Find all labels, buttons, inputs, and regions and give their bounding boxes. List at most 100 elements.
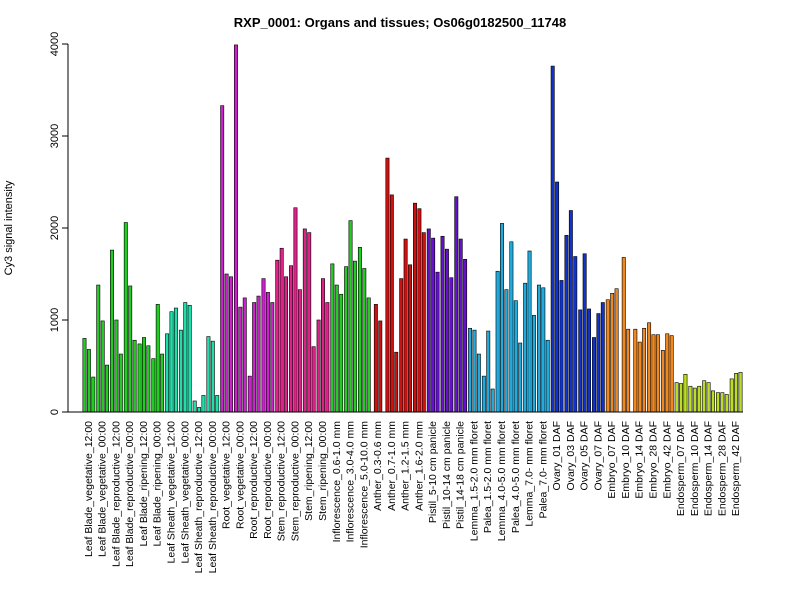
bar	[210, 340, 215, 413]
bar	[173, 307, 178, 413]
bar	[197, 407, 201, 413]
bar	[417, 208, 422, 413]
bar	[192, 400, 197, 413]
bar	[289, 265, 293, 413]
bar	[715, 392, 720, 413]
bar	[352, 260, 357, 413]
x-tick-label: Pistil_5-10 cm panicle	[427, 421, 439, 523]
bar	[655, 334, 660, 413]
y-tick-label: 1000	[49, 308, 61, 332]
bar	[114, 319, 119, 413]
bar	[142, 337, 146, 413]
bar	[486, 330, 491, 413]
bar	[468, 327, 473, 413]
bar	[724, 394, 729, 413]
x-tick-label: Root_reproductive_00:00	[262, 421, 274, 539]
bar	[490, 388, 495, 413]
bar	[399, 278, 404, 413]
bar	[330, 263, 335, 413]
bar	[472, 329, 477, 413]
x-tick-label: Anther_1.6-2.0 mm	[413, 421, 425, 511]
bar	[307, 232, 312, 413]
bar	[160, 353, 165, 413]
bar	[234, 44, 238, 413]
x-tick-label: Pistil_14-18 cm panicle	[455, 421, 467, 529]
x-tick-label: Leaf Blade_vegetative_00:00	[97, 421, 109, 557]
y-tick-label: 2000	[49, 216, 61, 240]
bar	[683, 373, 688, 413]
bar	[110, 249, 114, 413]
x-tick-label: Endosperm_28 DAF	[716, 421, 728, 516]
bar	[626, 328, 631, 413]
bar	[513, 300, 518, 413]
bar	[206, 336, 211, 413]
bar	[252, 302, 257, 413]
x-tick-label: Lemma_7.0- mm floret	[524, 421, 536, 527]
y-axis: 0 1000 2000 3000 4000	[49, 32, 69, 415]
bar	[229, 276, 233, 413]
x-tick-label: Embryo_42 DAF	[661, 421, 673, 499]
bar	[82, 338, 87, 413]
bar	[118, 353, 123, 413]
bar	[224, 273, 229, 413]
bar	[647, 322, 652, 413]
x-tick-label: Anther_0.3-0.6 mm	[372, 421, 384, 511]
bar	[444, 248, 449, 413]
bar	[504, 289, 509, 413]
bar	[555, 181, 560, 413]
bar	[373, 304, 378, 413]
x-tick-label: Leaf Blade_reproductive_00:00	[124, 421, 136, 567]
x-tick-label: Endosperm_07 DAF	[675, 421, 687, 516]
bar	[394, 351, 399, 413]
bar	[408, 264, 412, 413]
bar	[692, 387, 697, 413]
bar	[463, 258, 468, 413]
y-tick-label: 4000	[49, 32, 61, 56]
x-tick-label: Anther_1.2-1.5 mm	[400, 421, 412, 511]
bar	[242, 297, 247, 413]
x-tick-label: Endosperm_10 DAF	[689, 421, 701, 516]
bar	[311, 346, 316, 413]
x-tick-label: Anther_0.7-1.0 mm	[386, 421, 398, 511]
bar	[284, 276, 289, 413]
bar	[440, 235, 445, 413]
x-tick-label: Inflorescence_5.0-10.0 mm	[358, 421, 370, 548]
bar	[582, 253, 587, 413]
x-tick-label: Palea_1.5-2.0 mm floret	[482, 421, 494, 533]
bar	[518, 342, 523, 413]
bar	[642, 327, 647, 413]
bar	[711, 390, 715, 413]
bar	[389, 194, 394, 413]
bar	[523, 282, 528, 413]
bar	[132, 339, 137, 413]
x-tick-label: Stem_ripening_12:00	[303, 421, 315, 521]
bar	[674, 382, 679, 413]
bar	[247, 375, 252, 413]
bar	[476, 353, 481, 413]
y-axis-label: Cy3 signal intensity	[3, 180, 15, 275]
x-tick-label: Stem_ripening_00:00	[317, 421, 329, 521]
bar	[610, 293, 615, 413]
bar	[155, 304, 160, 413]
bar	[165, 333, 170, 413]
x-tick-label: Root_reproductive_12:00	[248, 421, 260, 539]
bar	[559, 280, 564, 413]
bar	[348, 220, 353, 413]
x-tick-label: Endosperm_14 DAF	[703, 421, 715, 516]
x-tick-label: Ovary_05 DAF	[579, 421, 591, 490]
bar	[265, 292, 270, 413]
x-tick-label: Pistil_10-14 cm panicle	[441, 421, 453, 529]
bar	[123, 222, 128, 413]
bar	[187, 304, 192, 413]
x-tick-label: Ovary_03 DAF	[565, 421, 577, 490]
bar	[366, 297, 371, 413]
bar	[146, 345, 151, 413]
x-tick-label: Lemma_4.0-5.0 mm floret	[496, 421, 508, 541]
bar	[449, 277, 454, 413]
x-tick-label: Root_vegetative_00:00	[234, 421, 246, 529]
bars	[68, 44, 743, 413]
bar	[238, 306, 243, 413]
y-tick-label: 3000	[49, 124, 61, 148]
bar	[596, 313, 601, 413]
bar	[458, 238, 463, 413]
